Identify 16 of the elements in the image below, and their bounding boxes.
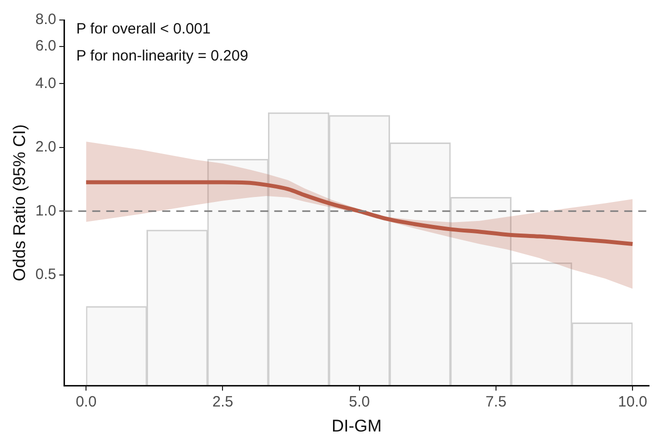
x-tick-label: 5.0 (348, 394, 370, 411)
x-axis-title: DI-GM (332, 416, 382, 436)
y-tick-label: 1.0 (35, 202, 56, 220)
x-tick-label: 10.0 (618, 394, 648, 411)
y-tick-label: 2.0 (35, 138, 56, 156)
line-series (84, 180, 635, 246)
y-axis-title: Odds Ratio (95% CI) (10, 124, 29, 282)
y-tick-label: 0.5 (35, 266, 56, 284)
annotation: P for overall < 0.001 (76, 20, 211, 38)
annotation: P for non-linearity = 0.209 (76, 48, 248, 65)
y-tick-label: 6.0 (35, 38, 56, 55)
x-tick-label: 0.0 (76, 394, 97, 411)
y-tick-label: 4.0 (35, 74, 56, 92)
y-tick-label: 8.0 (35, 11, 56, 28)
x-tick-label: 2.5 (212, 394, 234, 411)
x-tick-label: 7.5 (486, 394, 506, 411)
